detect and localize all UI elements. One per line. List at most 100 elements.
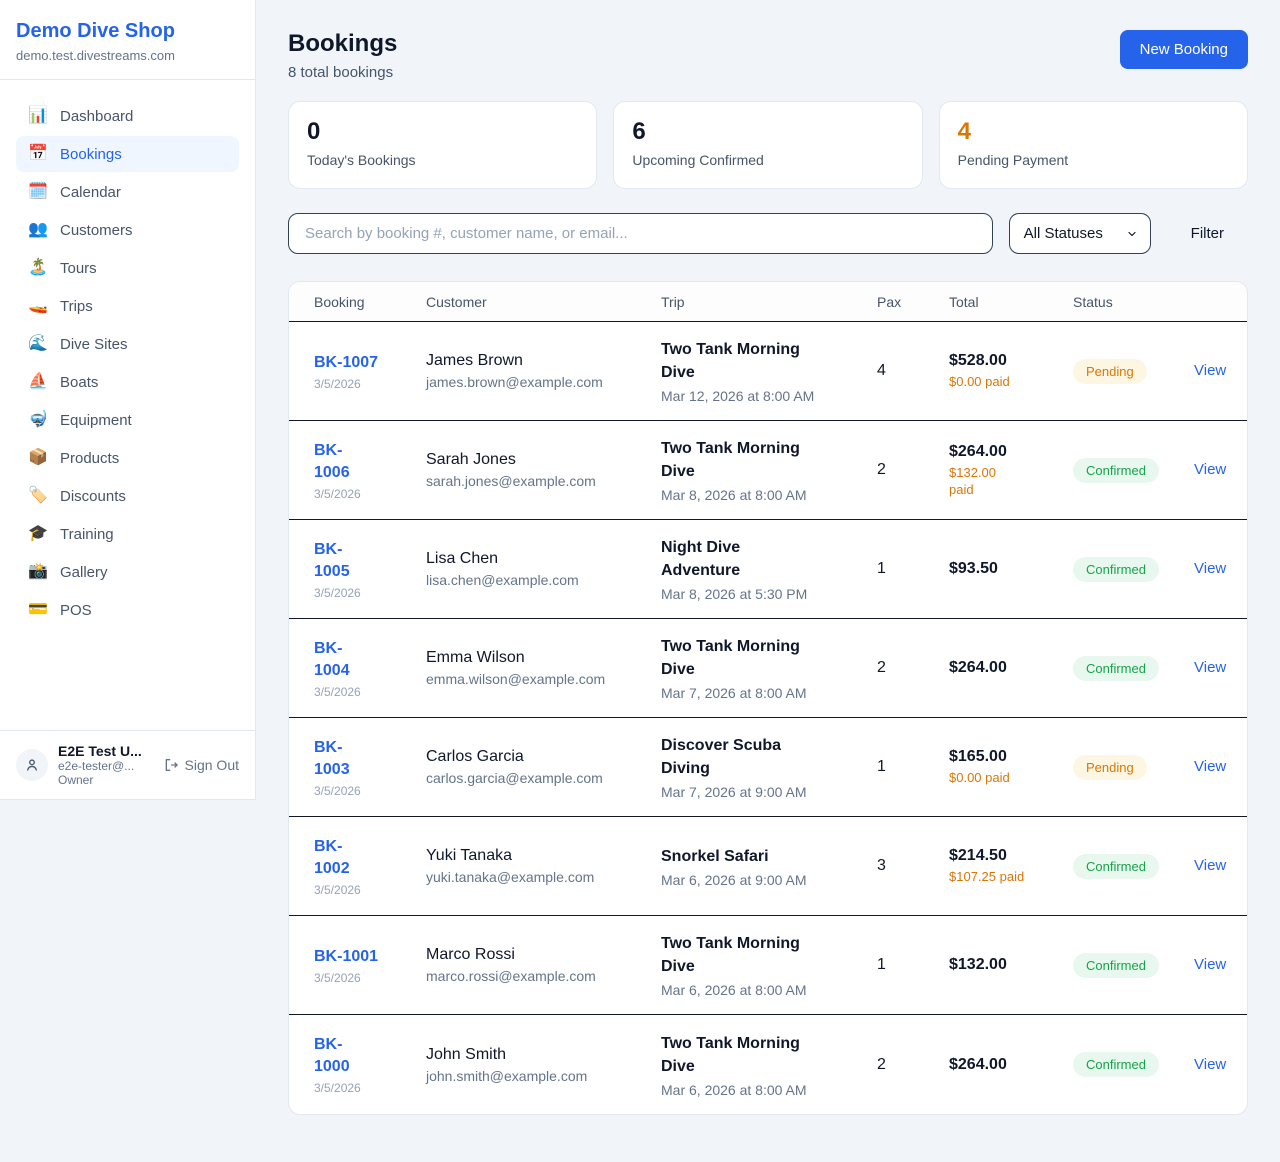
dive-sites-icon: 🌊	[28, 335, 48, 352]
sidebar-item-customers[interactable]: 👥 Customers	[28, 221, 133, 239]
table-header: Booking Customer Trip Pax Total Status	[289, 282, 1247, 322]
trip-date: Mar 7, 2026 at 8:00 AM	[661, 685, 807, 701]
stats-row: 0 Today's Bookings 6 Upcoming Confirmed …	[288, 101, 1248, 189]
view-link[interactable]: View	[1194, 659, 1227, 676]
new-booking-button[interactable]: New Booking	[1119, 30, 1248, 69]
sidebar-item-boats[interactable]: ⛵ Boats	[28, 373, 99, 391]
trip-date: Mar 6, 2026 at 8:00 AM	[661, 982, 807, 998]
sidebar-item-pos[interactable]: 💳 POS	[28, 601, 92, 619]
trip-date: Mar 8, 2026 at 8:00 AM	[661, 487, 807, 503]
trip-date: Mar 6, 2026 at 8:00 AM	[661, 1081, 807, 1098]
customer-name: Emma Wilson	[426, 649, 525, 666]
customers-icon: 👥	[28, 221, 48, 238]
column-header-total: Total	[949, 293, 979, 310]
table-row: BK- 1000 3/5/2026 John Smith john.smith@…	[289, 1015, 1247, 1114]
booking-date: 3/5/2026	[314, 486, 361, 501]
sidebar-item-bookings[interactable]: 📅 Bookings	[16, 136, 239, 172]
status-badge: Confirmed	[1073, 556, 1159, 582]
booking-id-link[interactable]: BK- 1002	[314, 837, 350, 877]
sidebar-user-section: E2E Test U... e2e-tester@... Owner Sign …	[0, 730, 255, 799]
view-link[interactable]: View	[1194, 1055, 1227, 1073]
total-amount: $132.00	[949, 956, 1007, 973]
sidebar-item-dashboard[interactable]: 📊 Dashboard	[28, 107, 134, 125]
bookings-icon: 📅	[28, 145, 48, 162]
booking-id-link[interactable]: BK-1001	[314, 947, 379, 965]
customer-name: Carlos Garcia	[426, 748, 524, 765]
discounts-icon: 🏷️	[28, 487, 48, 504]
booking-date: 3/5/2026	[314, 585, 361, 600]
sidebar-item-calendar[interactable]: 🗓️ Calendar	[28, 183, 121, 201]
view-link[interactable]: View	[1194, 857, 1227, 874]
customer-name: Marco Rossi	[426, 946, 515, 963]
user-name: E2E Test U...	[58, 743, 142, 759]
table-row: BK-1007 3/5/2026 James Brown james.brown…	[289, 322, 1247, 421]
pax-count: 2	[877, 1055, 886, 1073]
stat-card-pending-payment: 4 Pending Payment	[938, 101, 1248, 189]
customer-email: yuki.tanaka@example.com	[426, 869, 595, 885]
table-row: BK- 1003 3/5/2026 Carlos Garcia carlos.g…	[289, 718, 1247, 817]
view-link[interactable]: View	[1194, 956, 1227, 973]
sidebar-item-equipment[interactable]: 🤿 Equipment	[28, 411, 132, 429]
sidebar-item-tours[interactable]: 🏝️ Tours	[28, 259, 97, 277]
paid-amount: $132.00 paid	[949, 464, 996, 497]
page-title: Bookings	[288, 30, 398, 57]
status-badge: Confirmed	[1073, 853, 1159, 879]
trips-icon: 🚤	[28, 297, 48, 314]
stat-value: 6	[632, 118, 646, 145]
column-header-booking: Booking	[314, 293, 365, 310]
sidebar-nav: 📊 Dashboard 📅 Bookings 🗓️ Calendar 👥 Cus…	[0, 80, 255, 638]
table-body: BK-1007 3/5/2026 James Brown james.brown…	[289, 322, 1247, 1114]
column-header-status: Status	[1073, 293, 1113, 310]
page-subtitle: 8 total bookings	[288, 64, 394, 81]
products-icon: 📦	[28, 449, 48, 466]
sign-out-button[interactable]: Sign Out	[163, 757, 239, 773]
total-amount: $214.50	[949, 847, 1007, 864]
view-link[interactable]: View	[1194, 560, 1227, 577]
sign-out-icon	[165, 759, 178, 771]
shop-name: Demo Dive Shop	[16, 20, 175, 42]
customer-name: Lisa Chen	[426, 550, 499, 567]
stat-label: Today's Bookings	[307, 152, 416, 168]
sidebar-item-dive-sites[interactable]: 🌊 Dive Sites	[28, 335, 128, 353]
customer-email: james.brown@example.com	[426, 374, 603, 390]
filter-button[interactable]: Filter	[1167, 217, 1248, 250]
customer-name: James Brown	[426, 352, 523, 369]
booking-id-link[interactable]: BK- 1006	[314, 441, 350, 481]
booking-date: 3/5/2026	[314, 376, 361, 391]
view-link[interactable]: View	[1194, 362, 1227, 379]
pax-count: 2	[877, 461, 886, 478]
user-email: e2e-tester@...	[58, 759, 135, 773]
page-header: Bookings 8 total bookings New Booking	[288, 30, 1248, 81]
booking-id-link[interactable]: BK- 1000	[314, 1036, 350, 1075]
pax-count: 1	[877, 758, 886, 775]
view-link[interactable]: View	[1194, 461, 1227, 478]
search-input[interactable]	[288, 213, 993, 254]
status-filter-select[interactable]: All Statuses	[1008, 213, 1151, 254]
paid-amount: $107.25 paid	[949, 869, 1025, 884]
column-header-trip: Trip	[661, 293, 685, 310]
status-badge: Confirmed	[1073, 952, 1159, 978]
training-icon: 🎓	[28, 525, 48, 542]
sidebar-item-discounts[interactable]: 🏷️ Discounts	[28, 487, 126, 505]
sidebar-item-gallery[interactable]: 📸 Gallery	[28, 563, 108, 581]
sidebar-item-products[interactable]: 📦 Products	[28, 449, 120, 467]
booking-id-link[interactable]: BK- 1004	[314, 639, 350, 679]
pax-count: 4	[877, 362, 886, 379]
booking-id-link[interactable]: BK- 1005	[314, 540, 350, 580]
trip-name: Two Tank Morning Dive	[661, 440, 800, 480]
sidebar-header: Demo Dive Shop demo.test.divestreams.com	[0, 0, 255, 80]
trip-name: Two Tank Morning Dive	[661, 1034, 800, 1075]
pax-count: 1	[877, 560, 886, 577]
sidebar-item-trips[interactable]: 🚤 Trips	[28, 297, 93, 315]
view-link[interactable]: View	[1194, 758, 1227, 775]
stat-value: 4	[957, 118, 972, 145]
booking-date: 3/5/2026	[314, 882, 361, 897]
status-badge: Pending	[1073, 358, 1147, 384]
sidebar-item-training[interactable]: 🎓 Training	[28, 525, 114, 543]
customer-email: emma.wilson@example.com	[426, 671, 606, 687]
booking-date: 3/5/2026	[314, 684, 361, 699]
booking-id-link[interactable]: BK-1007	[314, 353, 379, 371]
customer-name: John Smith	[426, 1045, 507, 1063]
booking-id-link[interactable]: BK- 1003	[314, 738, 350, 778]
status-filter-value: All Statuses	[1023, 225, 1103, 242]
